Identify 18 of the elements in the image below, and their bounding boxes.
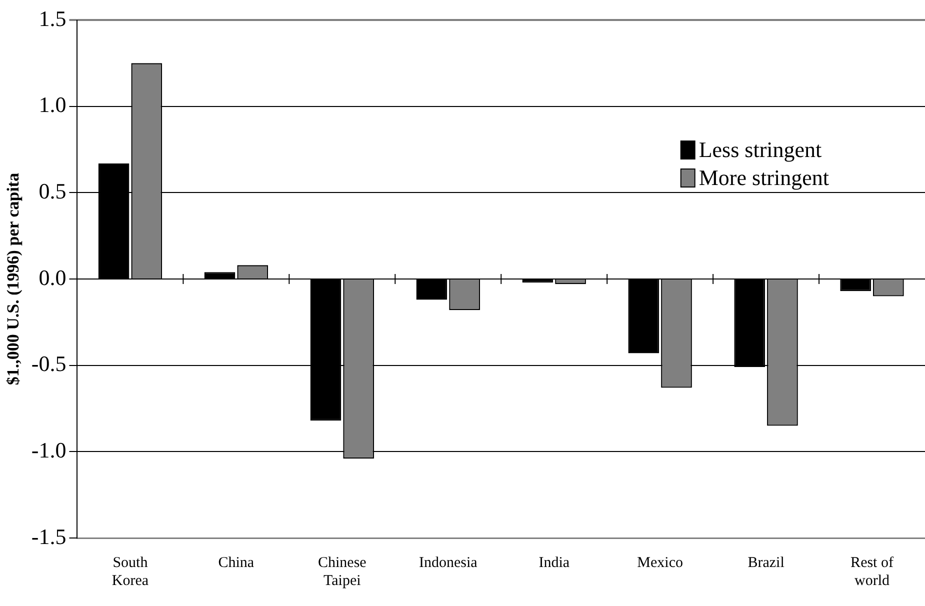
y-tick-label: 1.0 bbox=[38, 92, 66, 118]
x-tick-label: Rest of world bbox=[850, 554, 894, 589]
x-tick-label: India bbox=[538, 554, 570, 571]
y-tick-label: 0.0 bbox=[38, 264, 66, 290]
y-tick-label: -1.0 bbox=[31, 437, 66, 462]
legend-label: Less stringent bbox=[698, 136, 822, 162]
x-tick-label: Brazil bbox=[748, 554, 784, 571]
y-tick-label: -0.5 bbox=[31, 351, 66, 376]
y-axis-title: $1.,000 U.S. (1996) per capita bbox=[4, 172, 23, 386]
legend-label: More stringent bbox=[698, 164, 830, 190]
y-tick-label: 0.5 bbox=[38, 178, 66, 204]
x-tick-label: Mexico bbox=[637, 554, 683, 571]
x-tick-label: Indonesia bbox=[418, 554, 478, 571]
y-tick-label: 1.5 bbox=[38, 6, 66, 31]
y-tick-label: -1.5 bbox=[31, 524, 66, 549]
x-tick-label: China bbox=[218, 554, 254, 571]
x-tick-label: South Korea bbox=[112, 554, 149, 589]
x-tick-label: Chinese Taipei bbox=[318, 554, 367, 589]
